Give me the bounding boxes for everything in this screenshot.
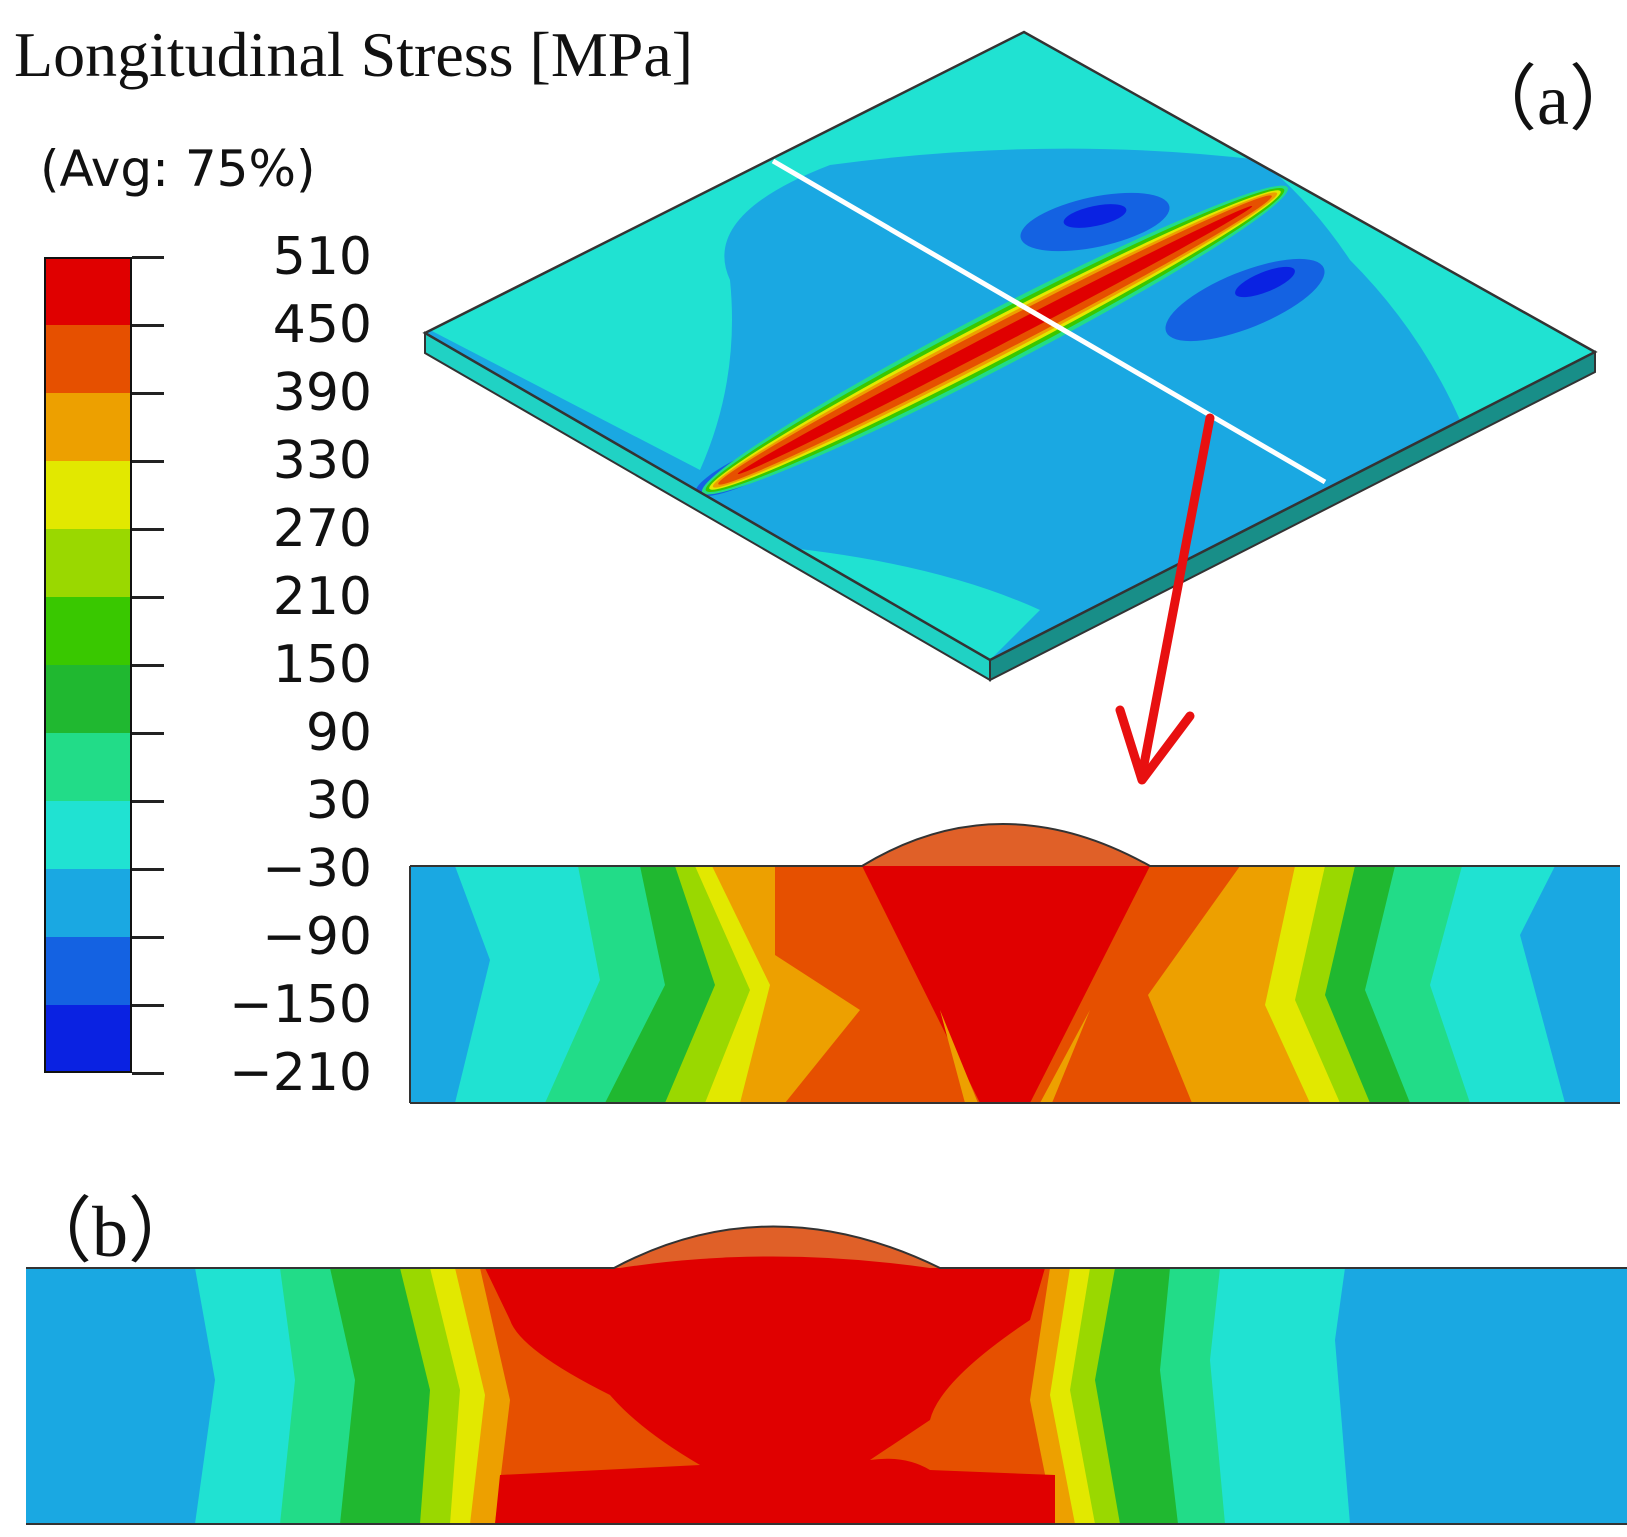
legend-swatch	[44, 393, 132, 461]
contour-band	[862, 866, 1150, 1103]
legend-swatch	[44, 665, 132, 733]
legend-value: 210	[272, 567, 372, 627]
contour-band	[1260, 160, 1595, 420]
legend-value: 30	[305, 771, 372, 831]
legend-swatch	[44, 257, 132, 325]
legend-value: −30	[262, 839, 372, 899]
legend-value: 270	[272, 499, 372, 559]
legend-value: −90	[262, 907, 372, 967]
color-legend	[44, 257, 132, 1073]
contour-band	[485, 1268, 1055, 1524]
contour-band	[1235, 266, 1295, 298]
legend-value: 150	[272, 635, 372, 695]
legend-swatch	[44, 937, 132, 1005]
legend-swatch	[44, 461, 132, 529]
legend-value: 90	[305, 703, 372, 763]
figure-title: Longitudinal Stress [MPa]	[14, 19, 694, 90]
contour-band	[430, 32, 1260, 470]
panel-a-label: （a）	[1465, 60, 1627, 140]
welded-plate-3d	[422, 30, 1598, 682]
averaging-note: (Avg: 75%)	[40, 140, 316, 198]
legend-swatch	[44, 325, 132, 393]
weld-seam	[702, 185, 1288, 495]
contour-band	[620, 1256, 930, 1268]
legend-value: 450	[272, 295, 372, 355]
legend-value: −210	[229, 1043, 372, 1103]
legend-ticks: 510 450 390 330 270 210 150 90 30 −30 −9…	[132, 231, 372, 1099]
legend-swatch	[44, 801, 132, 869]
legend-swatch	[44, 529, 132, 597]
legend-swatch	[44, 869, 132, 937]
legend-swatch	[44, 1005, 132, 1073]
section-line	[771, 158, 1327, 485]
contour-band	[940, 1010, 978, 1103]
legend-swatch	[44, 597, 132, 665]
cross-section-a	[410, 824, 1620, 1103]
legend-value: 330	[272, 431, 372, 491]
legend-value: 510	[272, 227, 372, 287]
legend-value: 390	[272, 363, 372, 423]
contour-band	[1063, 204, 1127, 228]
legend-swatch	[44, 733, 132, 801]
section-arrow	[1115, 413, 1215, 785]
contour-band	[1040, 1010, 1090, 1103]
panel-b-label: （b）	[20, 1192, 201, 1272]
cross-section-b	[26, 1226, 1627, 1524]
legend-value: −150	[229, 975, 372, 1035]
